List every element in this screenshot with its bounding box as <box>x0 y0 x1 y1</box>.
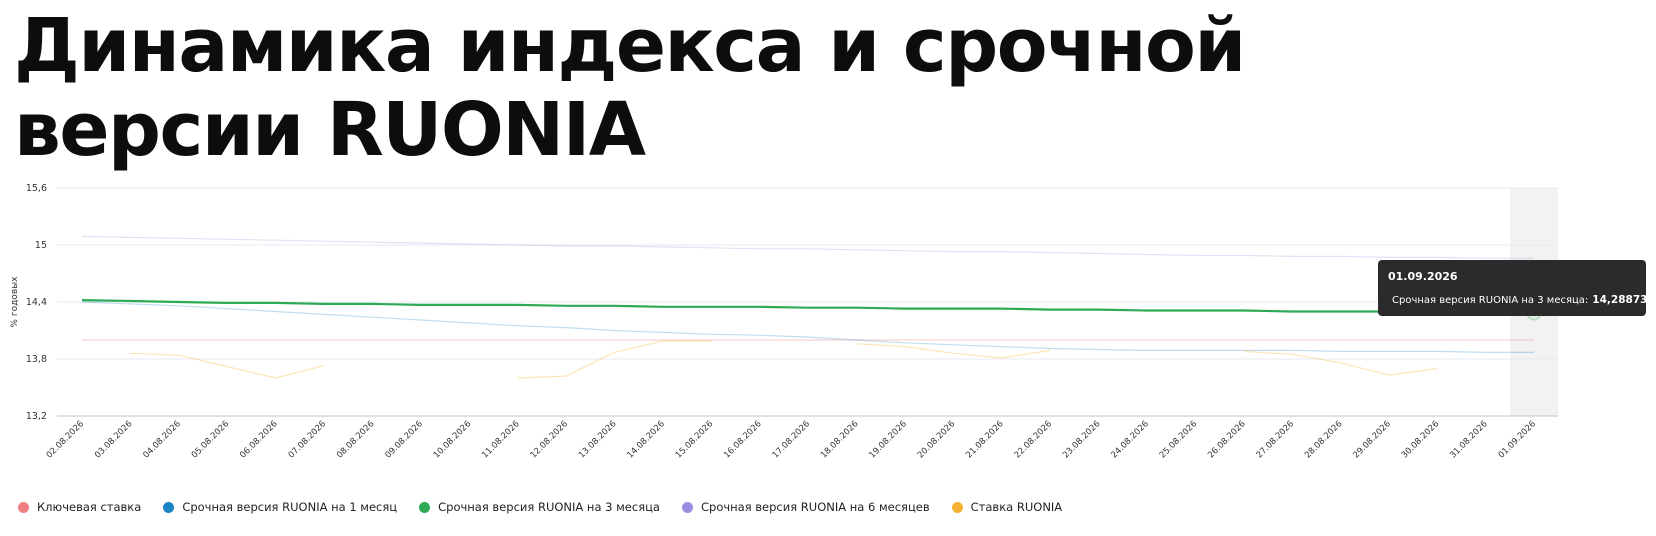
legend-dot-icon <box>163 501 175 513</box>
x-tick-label: 27.08.2026 <box>1255 419 1296 460</box>
legend-item[interactable]: Ключевая ставка <box>18 500 141 514</box>
x-tick-label: 16.08.2026 <box>722 419 763 460</box>
x-tick-label: 02.08.2026 <box>45 419 86 460</box>
x-tick-label: 18.08.2026 <box>819 419 860 460</box>
chart-tooltip: 01.09.2026 Срочная версия RUONIA на 3 ме… <box>1378 260 1656 316</box>
legend-dot-icon <box>419 501 431 513</box>
x-tick-label: 21.08.2026 <box>964 419 1005 460</box>
x-tick-label: 20.08.2026 <box>916 419 957 460</box>
legend-label: Срочная версия RUONIA на 6 месяцев <box>700 500 930 514</box>
chart-legend: Ключевая ставка Срочная версия RUONIA на … <box>18 500 1062 514</box>
y-tick-label: 15,6 <box>26 183 47 194</box>
x-tick-label: 01.09.2026 <box>1497 419 1538 460</box>
x-tick-label: 30.08.2026 <box>1400 419 1441 460</box>
x-tick-label: 31.08.2026 <box>1448 419 1489 460</box>
legend-label: Срочная версия RUONIA на 3 месяца <box>438 500 660 514</box>
legend-item[interactable]: Срочная версия RUONIA на 1 месяц <box>163 500 397 514</box>
y-tick-label: 13,2 <box>26 411 47 422</box>
chart-series <box>81 235 1535 379</box>
tooltip-row: Срочная версия RUONIA на 3 месяца: 14,28… <box>1388 294 1656 306</box>
y-tick-label: 14,4 <box>26 297 47 308</box>
y-tick-label: 13,8 <box>26 354 47 365</box>
tooltip-date: 01.09.2026 <box>1388 270 1458 283</box>
x-tick-label: 09.08.2026 <box>383 419 424 460</box>
tooltip-value: 14,288734408 <box>1592 294 1656 306</box>
legend-label: Срочная версия RUONIA на 1 месяц <box>182 500 398 514</box>
x-tick-label: 17.08.2026 <box>771 419 812 460</box>
page-title: Динамика индекса и срочной версии RUONIA <box>14 3 1246 173</box>
x-axis-ticks: 02.08.2026 03.08.2026 04.08.2026 05.08.2026… <box>45 419 1538 460</box>
x-tick-label: 04.08.2026 <box>141 419 182 460</box>
x-tick-label: 23.08.2026 <box>1061 419 1102 460</box>
legend-item[interactable]: Срочная версия RUONIA на 6 месяцев <box>681 500 930 514</box>
series-line <box>81 299 1535 314</box>
legend-dot-icon <box>18 501 29 513</box>
x-tick-label: 07.08.2026 <box>287 419 328 460</box>
legend-dot-icon <box>681 501 693 513</box>
chart-grid <box>57 187 1558 360</box>
series-line <box>517 340 712 379</box>
series-line <box>1243 350 1438 376</box>
series-line <box>130 352 325 379</box>
series-line <box>856 343 1051 359</box>
x-tick-label: 11.08.2026 <box>480 419 521 460</box>
y-tick-label: 15 <box>35 240 47 251</box>
x-tick-label: 14.08.2026 <box>625 419 666 460</box>
x-tick-label: 24.08.2026 <box>1109 419 1150 460</box>
x-tick-label: 12.08.2026 <box>529 419 570 460</box>
legend-dot-icon <box>951 501 963 513</box>
x-tick-label: 13.08.2026 <box>577 419 618 460</box>
legend-label: Ключевая ставка <box>37 500 142 514</box>
series-line <box>81 301 1534 353</box>
x-tick-label: 19.08.2026 <box>867 419 908 460</box>
legend-item[interactable]: Срочная версия RUONIA на 3 месяца <box>419 500 660 514</box>
legend-label: Ставка RUONIA <box>970 500 1063 514</box>
x-tick-label: 26.08.2026 <box>1206 419 1247 460</box>
tooltip-series-label: Срочная версия RUONIA на 3 месяца: <box>1392 294 1589 306</box>
x-tick-label: 28.08.2026 <box>1303 419 1344 460</box>
y-axis-ticks: 15,6 15 14,4 13,8 13,2 <box>26 183 47 422</box>
x-tick-label: 29.08.2026 <box>1351 419 1392 460</box>
x-tick-label: 05.08.2026 <box>190 419 231 460</box>
x-tick-label: 06.08.2026 <box>238 419 279 460</box>
x-tick-label: 08.08.2026 <box>335 419 376 460</box>
y-axis-label: % годовых <box>10 276 20 328</box>
x-tick-label: 03.08.2026 <box>93 419 134 460</box>
x-tick-label: 22.08.2026 <box>1013 419 1054 460</box>
series-line <box>81 235 1534 259</box>
legend-item[interactable]: Ставка RUONIA <box>951 500 1063 514</box>
x-tick-label: 25.08.2026 <box>1158 419 1199 460</box>
x-tick-label: 10.08.2026 <box>432 419 473 460</box>
x-tick-label: 15.08.2026 <box>674 419 715 460</box>
